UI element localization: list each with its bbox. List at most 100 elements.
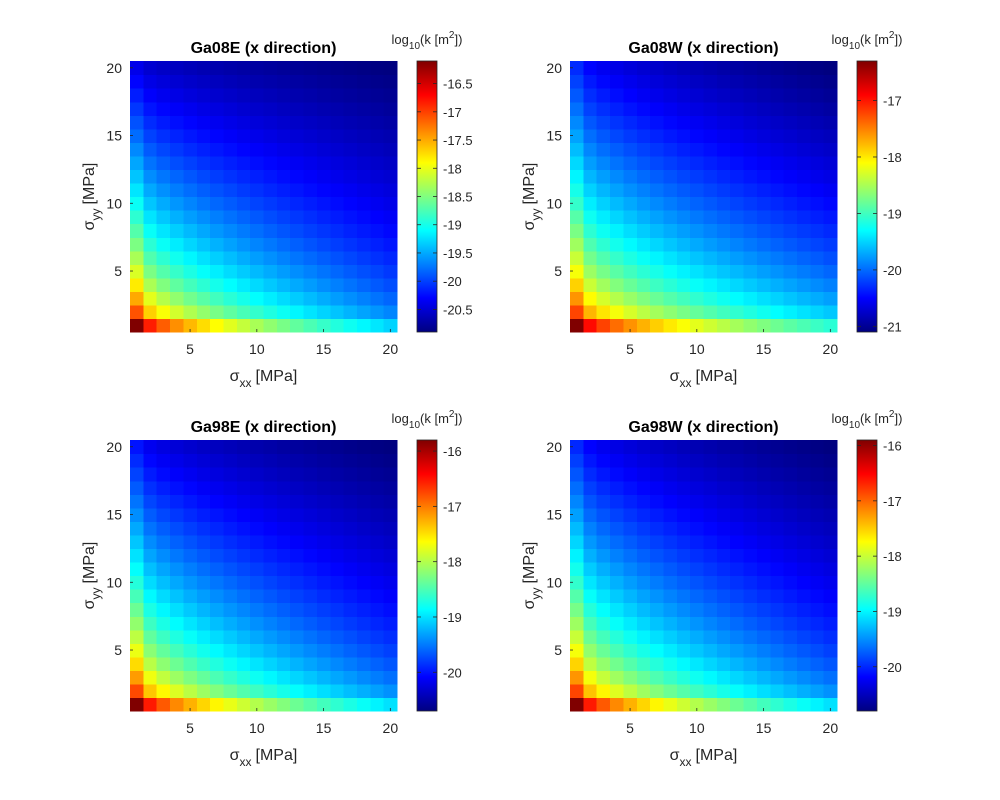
- heatmap-cell: [343, 494, 358, 509]
- heatmap-cell: [703, 223, 718, 238]
- heatmap-cell: [636, 494, 651, 509]
- heatmap-cell: [303, 169, 318, 184]
- heatmap-cell: [610, 128, 624, 143]
- heatmap-cell: [276, 480, 291, 495]
- heatmap-cell: [276, 643, 291, 658]
- heatmap-cell: [783, 318, 798, 333]
- heatmap-cell: [583, 250, 598, 265]
- heatmap-cell: [770, 101, 785, 116]
- heatmap-cell: [810, 264, 825, 279]
- heatmap-cell: [663, 616, 678, 631]
- heatmap-cell: [596, 101, 611, 116]
- heatmap-cell: [223, 155, 238, 170]
- heatmap-cell: [703, 453, 718, 468]
- heatmap-cell: [570, 291, 584, 306]
- heatmap-cell: [250, 656, 265, 671]
- heatmap-cell: [796, 169, 811, 184]
- heatmap-cell: [143, 169, 158, 184]
- heatmap-cell: [330, 169, 345, 184]
- heatmap-cell: [170, 128, 184, 143]
- x-axis-symbol: σ: [230, 747, 240, 764]
- heatmap-cell: [316, 61, 331, 76]
- heatmap-cell: [823, 128, 838, 143]
- heatmap-cell: [676, 115, 691, 130]
- heatmap-cell: [596, 683, 611, 699]
- heatmap-cell: [823, 182, 838, 198]
- heatmap-cell: [250, 494, 265, 509]
- heatmap-cell: [770, 534, 785, 549]
- heatmap-cell: [290, 480, 305, 495]
- heatmap-cell: [770, 318, 785, 333]
- heatmap-cell: [570, 115, 584, 130]
- heatmap-cell: [676, 277, 691, 292]
- heatmap-cell: [303, 237, 318, 252]
- heatmap-cell: [263, 656, 278, 671]
- heatmap-cell: [636, 575, 651, 590]
- heatmap-cell: [290, 210, 305, 225]
- heatmap-cell: [756, 561, 771, 577]
- heatmap-cell: [730, 683, 745, 699]
- heatmap-cell: [170, 643, 184, 658]
- heatmap-cell: [570, 237, 584, 252]
- heatmap-cell: [663, 128, 678, 143]
- heatmap-cell: [196, 74, 211, 89]
- heatmap-cell: [210, 561, 225, 577]
- heatmap-cell: [276, 182, 291, 198]
- heatmap-cell: [650, 250, 665, 265]
- heatmap-cell: [636, 683, 651, 699]
- y-axis-unit: [MPa]: [521, 542, 538, 584]
- heatmap-cell: [236, 304, 251, 320]
- heatmap-cell: [370, 250, 385, 265]
- heatmap-cell: [650, 494, 665, 509]
- heatmap-cell: [650, 656, 665, 671]
- heatmap-cell: [250, 534, 265, 549]
- heatmap-cell: [370, 548, 385, 563]
- heatmap-cell: [130, 196, 144, 211]
- heatmap-cell: [330, 250, 345, 265]
- heatmap-cell: [716, 88, 731, 103]
- heatmap-cell: [730, 521, 745, 536]
- heatmap-cell: [183, 304, 198, 320]
- heatmap-cell: [623, 683, 638, 699]
- heatmap-cell: [250, 480, 265, 495]
- heatmap-cell: [196, 656, 211, 671]
- heatmap-cell: [570, 602, 584, 617]
- heatmap-cell: [770, 643, 785, 658]
- heatmap-cell: [156, 304, 171, 320]
- heatmap-cell: [330, 453, 345, 468]
- heatmap-cell: [316, 507, 331, 522]
- heatmap-cell: [130, 142, 144, 157]
- heatmap-cell: [730, 142, 745, 157]
- heatmap-cell: [796, 507, 811, 522]
- heatmap-cell: [316, 589, 331, 604]
- heatmap-cell: [810, 670, 825, 685]
- heatmap-cell: [570, 467, 584, 482]
- heatmap-cell: [676, 128, 691, 143]
- heatmap-cell: [583, 521, 598, 536]
- heatmap-cell: [143, 115, 158, 130]
- heatmap-cell: [223, 534, 238, 549]
- heatmap-cell: [623, 237, 638, 252]
- heatmap-cell: [330, 548, 345, 563]
- heatmap-cell: [730, 697, 745, 712]
- heatmap-cell: [370, 101, 385, 116]
- heatmap-cell: [343, 440, 358, 455]
- heatmap-cell: [250, 61, 265, 76]
- heatmap-cell: [596, 291, 611, 306]
- heatmap-cell: [650, 223, 665, 238]
- heatmap-cell: [663, 155, 678, 170]
- heatmap-cell: [303, 697, 318, 712]
- heatmap-cell: [330, 128, 345, 143]
- heatmap-cell: [250, 155, 265, 170]
- heatmap-cell: [303, 291, 318, 306]
- heatmap-cell: [623, 101, 638, 116]
- heatmap-cell: [130, 74, 144, 89]
- heatmap-cell: [796, 656, 811, 671]
- heatmap-cell: [570, 507, 584, 522]
- heatmap-cell: [783, 128, 798, 143]
- heatmap-cell: [170, 494, 184, 509]
- heatmap-cell: [703, 521, 718, 536]
- heatmap-cell: [650, 440, 665, 455]
- y-axis-subscript: yy: [89, 587, 103, 599]
- y-tick-label: 20: [106, 60, 122, 76]
